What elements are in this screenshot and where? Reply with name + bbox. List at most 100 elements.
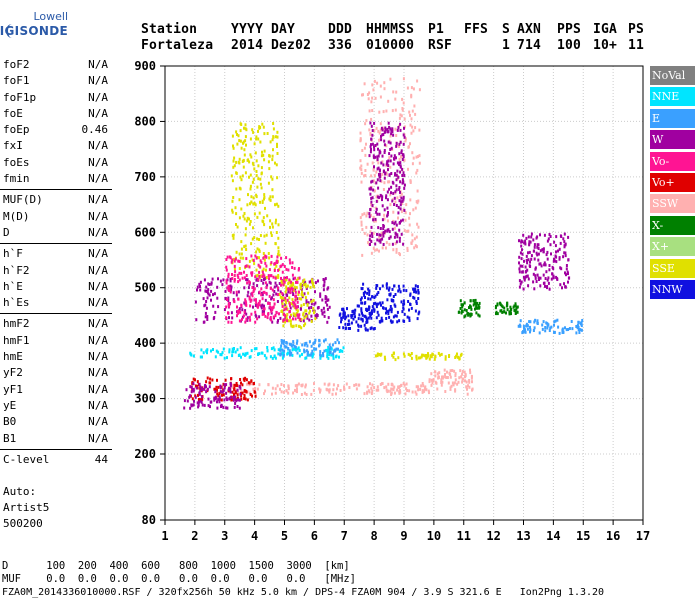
echo-point-w xyxy=(203,320,206,324)
echo-point-w xyxy=(388,230,391,234)
echo-point-w xyxy=(518,255,521,259)
x-tick-label: 14 xyxy=(546,529,560,543)
echo-point-sse xyxy=(455,354,458,358)
echo-point-w xyxy=(214,397,217,401)
auto-version: 500200 xyxy=(3,517,43,530)
echo-point-vo xyxy=(280,264,283,268)
echo-point-vo xyxy=(288,302,291,306)
param-value: 44 xyxy=(94,452,108,466)
echo-point-nne xyxy=(200,348,203,352)
echo-point-nnw xyxy=(357,304,360,308)
echo-point-ssw xyxy=(401,108,404,112)
echo-point-vo xyxy=(268,294,271,298)
echo-point-ssw xyxy=(377,129,380,133)
header-value-2: Dez02 xyxy=(271,38,312,53)
echo-point-w xyxy=(392,162,395,166)
echo-point-w xyxy=(386,229,389,233)
echo-point-e xyxy=(332,352,335,356)
echo-point-vo xyxy=(296,300,299,304)
echo-point-ssw xyxy=(430,372,433,376)
echo-point-e xyxy=(553,320,556,324)
echo-point-sse xyxy=(275,264,278,268)
echo-point-vo xyxy=(291,288,294,291)
echo-point-nnw xyxy=(405,289,408,293)
echo-point-w xyxy=(547,276,550,280)
echo-point-ssw xyxy=(471,388,473,392)
echo-point-x xyxy=(478,306,480,310)
echo-point-ssw xyxy=(231,385,233,389)
echo-point-vo xyxy=(245,378,248,382)
echo-point-sse xyxy=(232,144,234,148)
echo-point-sse xyxy=(306,284,309,288)
echo-point-w xyxy=(232,395,235,399)
echo-point-w xyxy=(328,305,331,309)
echo-point-w xyxy=(377,226,380,230)
echo-point-x xyxy=(495,312,497,316)
echo-point-w xyxy=(327,298,330,302)
echo-point-nne xyxy=(291,348,294,352)
echo-point-w xyxy=(541,248,544,252)
echo-point-vo xyxy=(249,304,252,308)
echo-point-vo xyxy=(225,281,228,285)
echo-point-w xyxy=(277,288,280,292)
echo-point-vo xyxy=(254,275,257,279)
echo-point-vo xyxy=(251,394,253,398)
echo-point-nnw xyxy=(355,320,358,324)
echo-point-nnw xyxy=(418,310,421,314)
echo-point-nnw xyxy=(342,326,345,330)
echo-point-sse xyxy=(271,154,274,158)
echo-point-sse xyxy=(271,138,274,142)
param-name: MUF(D) xyxy=(3,193,43,207)
echo-point-sse xyxy=(298,325,301,328)
legend-item-vo: Vo- xyxy=(650,151,695,171)
echo-point-nne xyxy=(270,347,273,351)
y-tick-label: 700 xyxy=(134,170,156,184)
param-value: N/A xyxy=(88,247,108,261)
echo-point-w xyxy=(243,301,246,305)
echo-point-e xyxy=(324,338,327,342)
echo-point-ssw xyxy=(375,195,378,199)
echo-point-w xyxy=(528,240,531,244)
echo-point-w xyxy=(319,294,322,298)
echo-point-vo xyxy=(220,398,223,402)
echo-point-w xyxy=(314,314,317,318)
echo-point-sse xyxy=(276,135,279,139)
echo-point-e xyxy=(323,339,325,343)
echo-point-ssw xyxy=(430,383,433,387)
echo-point-w xyxy=(397,205,400,209)
echo-point-sse xyxy=(242,256,245,260)
echo-point-ssw xyxy=(371,161,374,165)
echo-point-ssw xyxy=(335,392,337,396)
echo-point-w xyxy=(371,204,374,207)
echo-point-w xyxy=(189,406,192,410)
echo-point-sse xyxy=(259,234,262,237)
echo-point-w xyxy=(294,287,297,291)
echo-point-e xyxy=(280,339,283,342)
param-row: hmF1 N/A xyxy=(0,334,112,350)
echo-point-ssw xyxy=(364,153,367,157)
echo-point-nnw xyxy=(368,293,371,297)
echo-point-ssw xyxy=(415,392,418,396)
echo-point-nnw xyxy=(374,294,377,298)
echo-point-vo xyxy=(264,261,267,265)
echo-point-nnw xyxy=(381,301,384,305)
echo-point-w xyxy=(535,251,538,255)
echo-point-w xyxy=(199,285,201,288)
echo-point-sse xyxy=(250,200,253,204)
echo-point-w xyxy=(391,199,394,203)
echo-point-ssw xyxy=(410,93,413,97)
echo-point-vo xyxy=(243,393,246,397)
echo-point-nne xyxy=(271,356,274,360)
echo-point-sse xyxy=(238,186,241,190)
echo-point-w xyxy=(564,243,567,247)
echo-point-w xyxy=(216,296,219,300)
echo-point-sse xyxy=(251,237,254,241)
echo-point-ssw xyxy=(458,376,461,380)
echo-point-nnw xyxy=(402,299,405,303)
echo-point-vo xyxy=(236,305,238,309)
legend-item-noval: NoVal xyxy=(650,66,695,85)
echo-point-ssw xyxy=(430,378,433,382)
echo-point-nnw xyxy=(385,317,388,320)
echo-point-nnw xyxy=(393,303,396,307)
echo-point-e xyxy=(301,343,304,347)
